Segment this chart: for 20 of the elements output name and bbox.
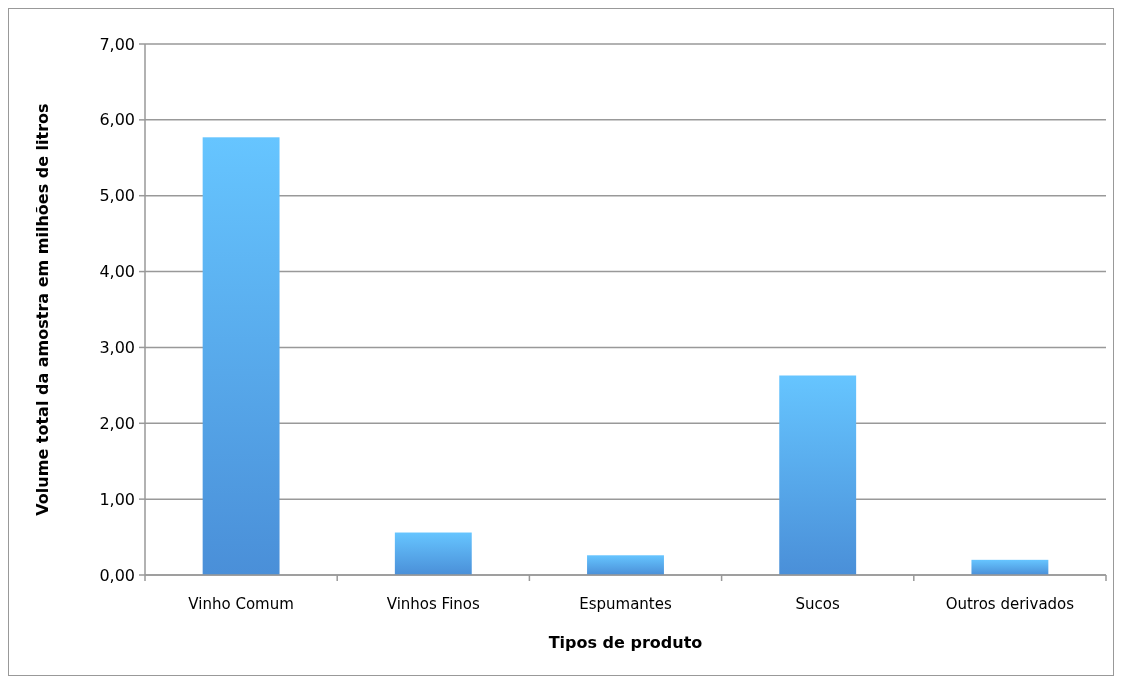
y-tick-label: 6,00 xyxy=(99,110,135,130)
bar xyxy=(971,559,1049,575)
bar xyxy=(587,555,664,575)
x-tick-label: Vinhos Finos xyxy=(386,595,481,613)
y-tick-label: 7,00 xyxy=(99,34,135,54)
bar xyxy=(394,532,472,575)
x-tick-label: Vinho Comum xyxy=(188,595,294,613)
y-tick-label: 2,00 xyxy=(99,413,135,433)
x-tick-label: Espumantes xyxy=(579,595,672,613)
y-tick-label: 5,00 xyxy=(99,186,135,206)
y-axis-title: Volume total da amostra em milhões de litros xyxy=(33,103,52,516)
bar xyxy=(779,375,857,575)
y-tick-label: 4,00 xyxy=(99,262,135,282)
x-axis-title: Tipos de produto xyxy=(548,633,703,652)
x-tick-label: Outros derivados xyxy=(945,595,1075,613)
x-tick-label: Sucos xyxy=(795,595,841,613)
y-tick-label: 3,00 xyxy=(99,338,135,358)
bar xyxy=(202,137,280,575)
y-tick-label: 0,00 xyxy=(99,565,135,585)
y-tick-label: 1,00 xyxy=(99,489,135,509)
